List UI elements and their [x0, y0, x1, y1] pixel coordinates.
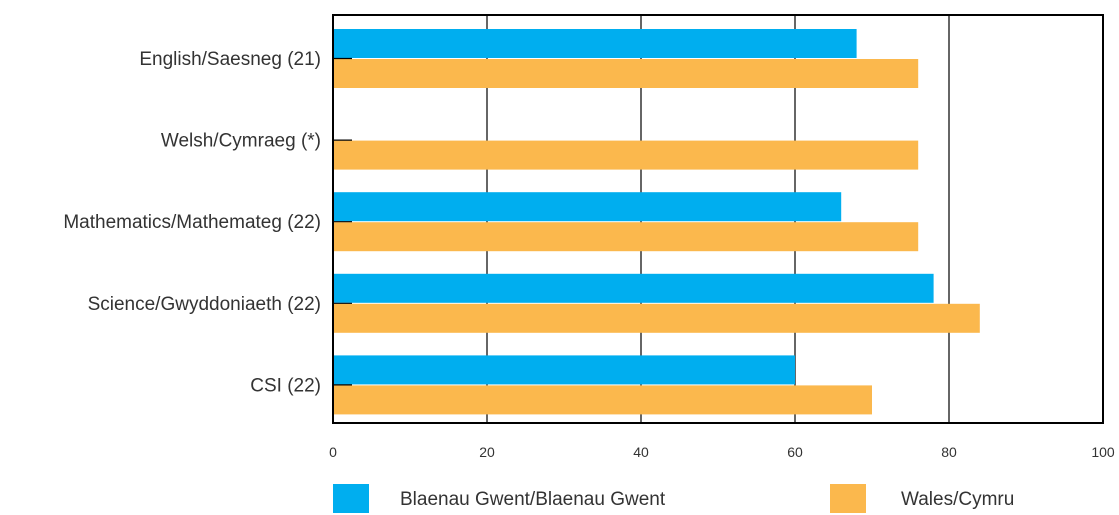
- bar-wales: [333, 303, 980, 333]
- bar-blaenau-gwent: [333, 29, 857, 58]
- legend-swatch: [830, 484, 866, 513]
- x-tick-label: 0: [329, 444, 337, 460]
- category-label: English/Saesneg (21): [139, 49, 321, 70]
- legend-label: Blaenau Gwent/Blaenau Gwent: [400, 489, 666, 510]
- plot-frame: [332, 14, 1104, 424]
- category-label: Welsh/Cymraeg (*): [161, 131, 321, 152]
- x-tick-label: 80: [941, 444, 957, 460]
- bar-blaenau-gwent: [333, 192, 842, 222]
- bars: [333, 29, 980, 415]
- x-tick-label: 20: [479, 444, 495, 460]
- legend-swatch: [333, 484, 369, 513]
- x-tick-labels: 0 20 40 60 80 100: [329, 444, 1115, 460]
- bar-wales: [333, 59, 919, 88]
- bar-wales: [333, 222, 919, 252]
- bar-blaenau-gwent: [333, 273, 934, 303]
- category-label: Science/Gwyddoniaeth (22): [88, 294, 321, 315]
- bar-wales: [333, 140, 919, 170]
- category-label: Mathematics/Mathemateg (22): [63, 212, 321, 233]
- legend-label: Wales/Cymru: [901, 489, 1014, 510]
- x-tick-label: 40: [633, 444, 649, 460]
- axis-ticks: [333, 57, 352, 386]
- x-tick-label: 60: [787, 444, 803, 460]
- bar-wales: [333, 385, 872, 415]
- legend: Blaenau Gwent/Blaenau Gwent Wales/Cymru: [333, 484, 1014, 513]
- bar-blaenau-gwent: [333, 355, 795, 385]
- x-tick-label: 100: [1091, 444, 1115, 460]
- category-labels: English/Saesneg (21) Welsh/Cymraeg (*) Mat…: [63, 49, 321, 396]
- category-label: CSI (22): [250, 375, 321, 396]
